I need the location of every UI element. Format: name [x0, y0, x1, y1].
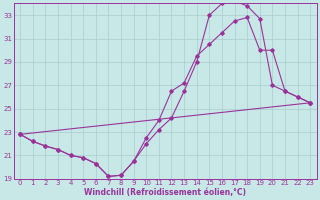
X-axis label: Windchill (Refroidissement éolien,°C): Windchill (Refroidissement éolien,°C) [84, 188, 246, 197]
